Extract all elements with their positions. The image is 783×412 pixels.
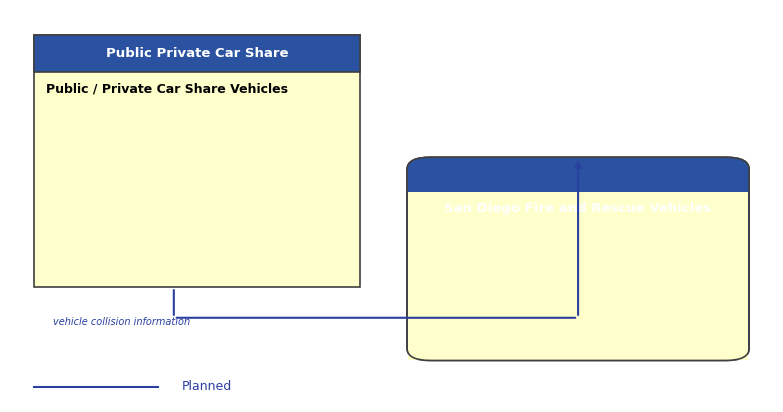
Text: Planned: Planned [182, 380, 232, 393]
Text: Public Private Car Share: Public Private Car Share [106, 47, 288, 60]
FancyBboxPatch shape [407, 157, 749, 360]
Bar [408, 192, 749, 360]
Bar [34, 35, 360, 287]
Text: vehicle collision information: vehicle collision information [53, 317, 190, 327]
FancyBboxPatch shape [407, 157, 749, 360]
Bar [34, 35, 360, 72]
Text: San Diego Fire and Rescue Vehicles: San Diego Fire and Rescue Vehicles [445, 202, 712, 215]
Text: Public / Private Car Share Vehicles: Public / Private Car Share Vehicles [45, 82, 287, 95]
